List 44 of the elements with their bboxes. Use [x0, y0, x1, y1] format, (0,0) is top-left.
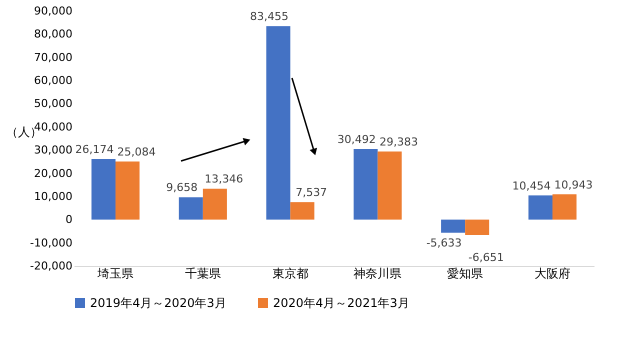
data-label: 10,943: [554, 178, 593, 192]
data-label: 26,174: [75, 142, 114, 156]
y-tick-label: 0: [66, 213, 72, 226]
x-tick-label: 埼玉県: [96, 266, 134, 280]
y-tick-label: -10,000: [30, 236, 72, 250]
y-tick-label: 40,000: [34, 120, 72, 134]
bar: [378, 152, 402, 220]
y-tick-label: 80,000: [34, 28, 72, 41]
x-tick-label: 神奈川県: [354, 266, 402, 280]
y-tick-label: 20,000: [34, 166, 72, 180]
x-tick-label: 大阪府: [534, 266, 570, 280]
bar: [202, 188, 227, 220]
bar: [354, 148, 378, 220]
bar: [552, 194, 577, 220]
y-tick-label: 50,000: [34, 97, 72, 110]
y-tick-label: 60,000: [34, 74, 72, 88]
x-tick-label: 東京都: [272, 266, 308, 280]
bar: [290, 202, 314, 220]
y-tick-label: 30,000: [34, 144, 72, 157]
data-label: 7,537: [296, 186, 328, 200]
x-tick-label: 愛知県: [447, 266, 484, 280]
data-label: 30,492: [337, 132, 376, 146]
legend-label: 2020年4月～2021年3月: [273, 296, 410, 310]
legend-label: 2019年4月～2020年3月: [90, 296, 226, 310]
bar: [266, 26, 290, 220]
data-label: 10,454: [512, 179, 551, 192]
data-label: 13,346: [204, 172, 244, 186]
data-label: -5,633: [426, 236, 462, 250]
y-tick-label: 10,000: [34, 190, 72, 203]
data-label: 9,658: [166, 181, 198, 194]
data-label: -6,651: [468, 251, 504, 264]
data-label: 83,455: [250, 10, 289, 24]
y-tick-label: -20,000: [30, 260, 72, 272]
bar: [178, 197, 203, 220]
bar: [441, 220, 466, 233]
bar: [465, 220, 490, 236]
bar: [116, 161, 140, 220]
x-tick-label: 千葉県: [184, 266, 221, 280]
y-tick-label: 70,000: [34, 50, 72, 64]
data-label: 25,084: [117, 145, 156, 158]
data-label: 29,383: [379, 136, 418, 149]
bar: [91, 158, 116, 220]
y-tick-label: 90,000: [34, 4, 72, 18]
bar: [528, 195, 552, 220]
